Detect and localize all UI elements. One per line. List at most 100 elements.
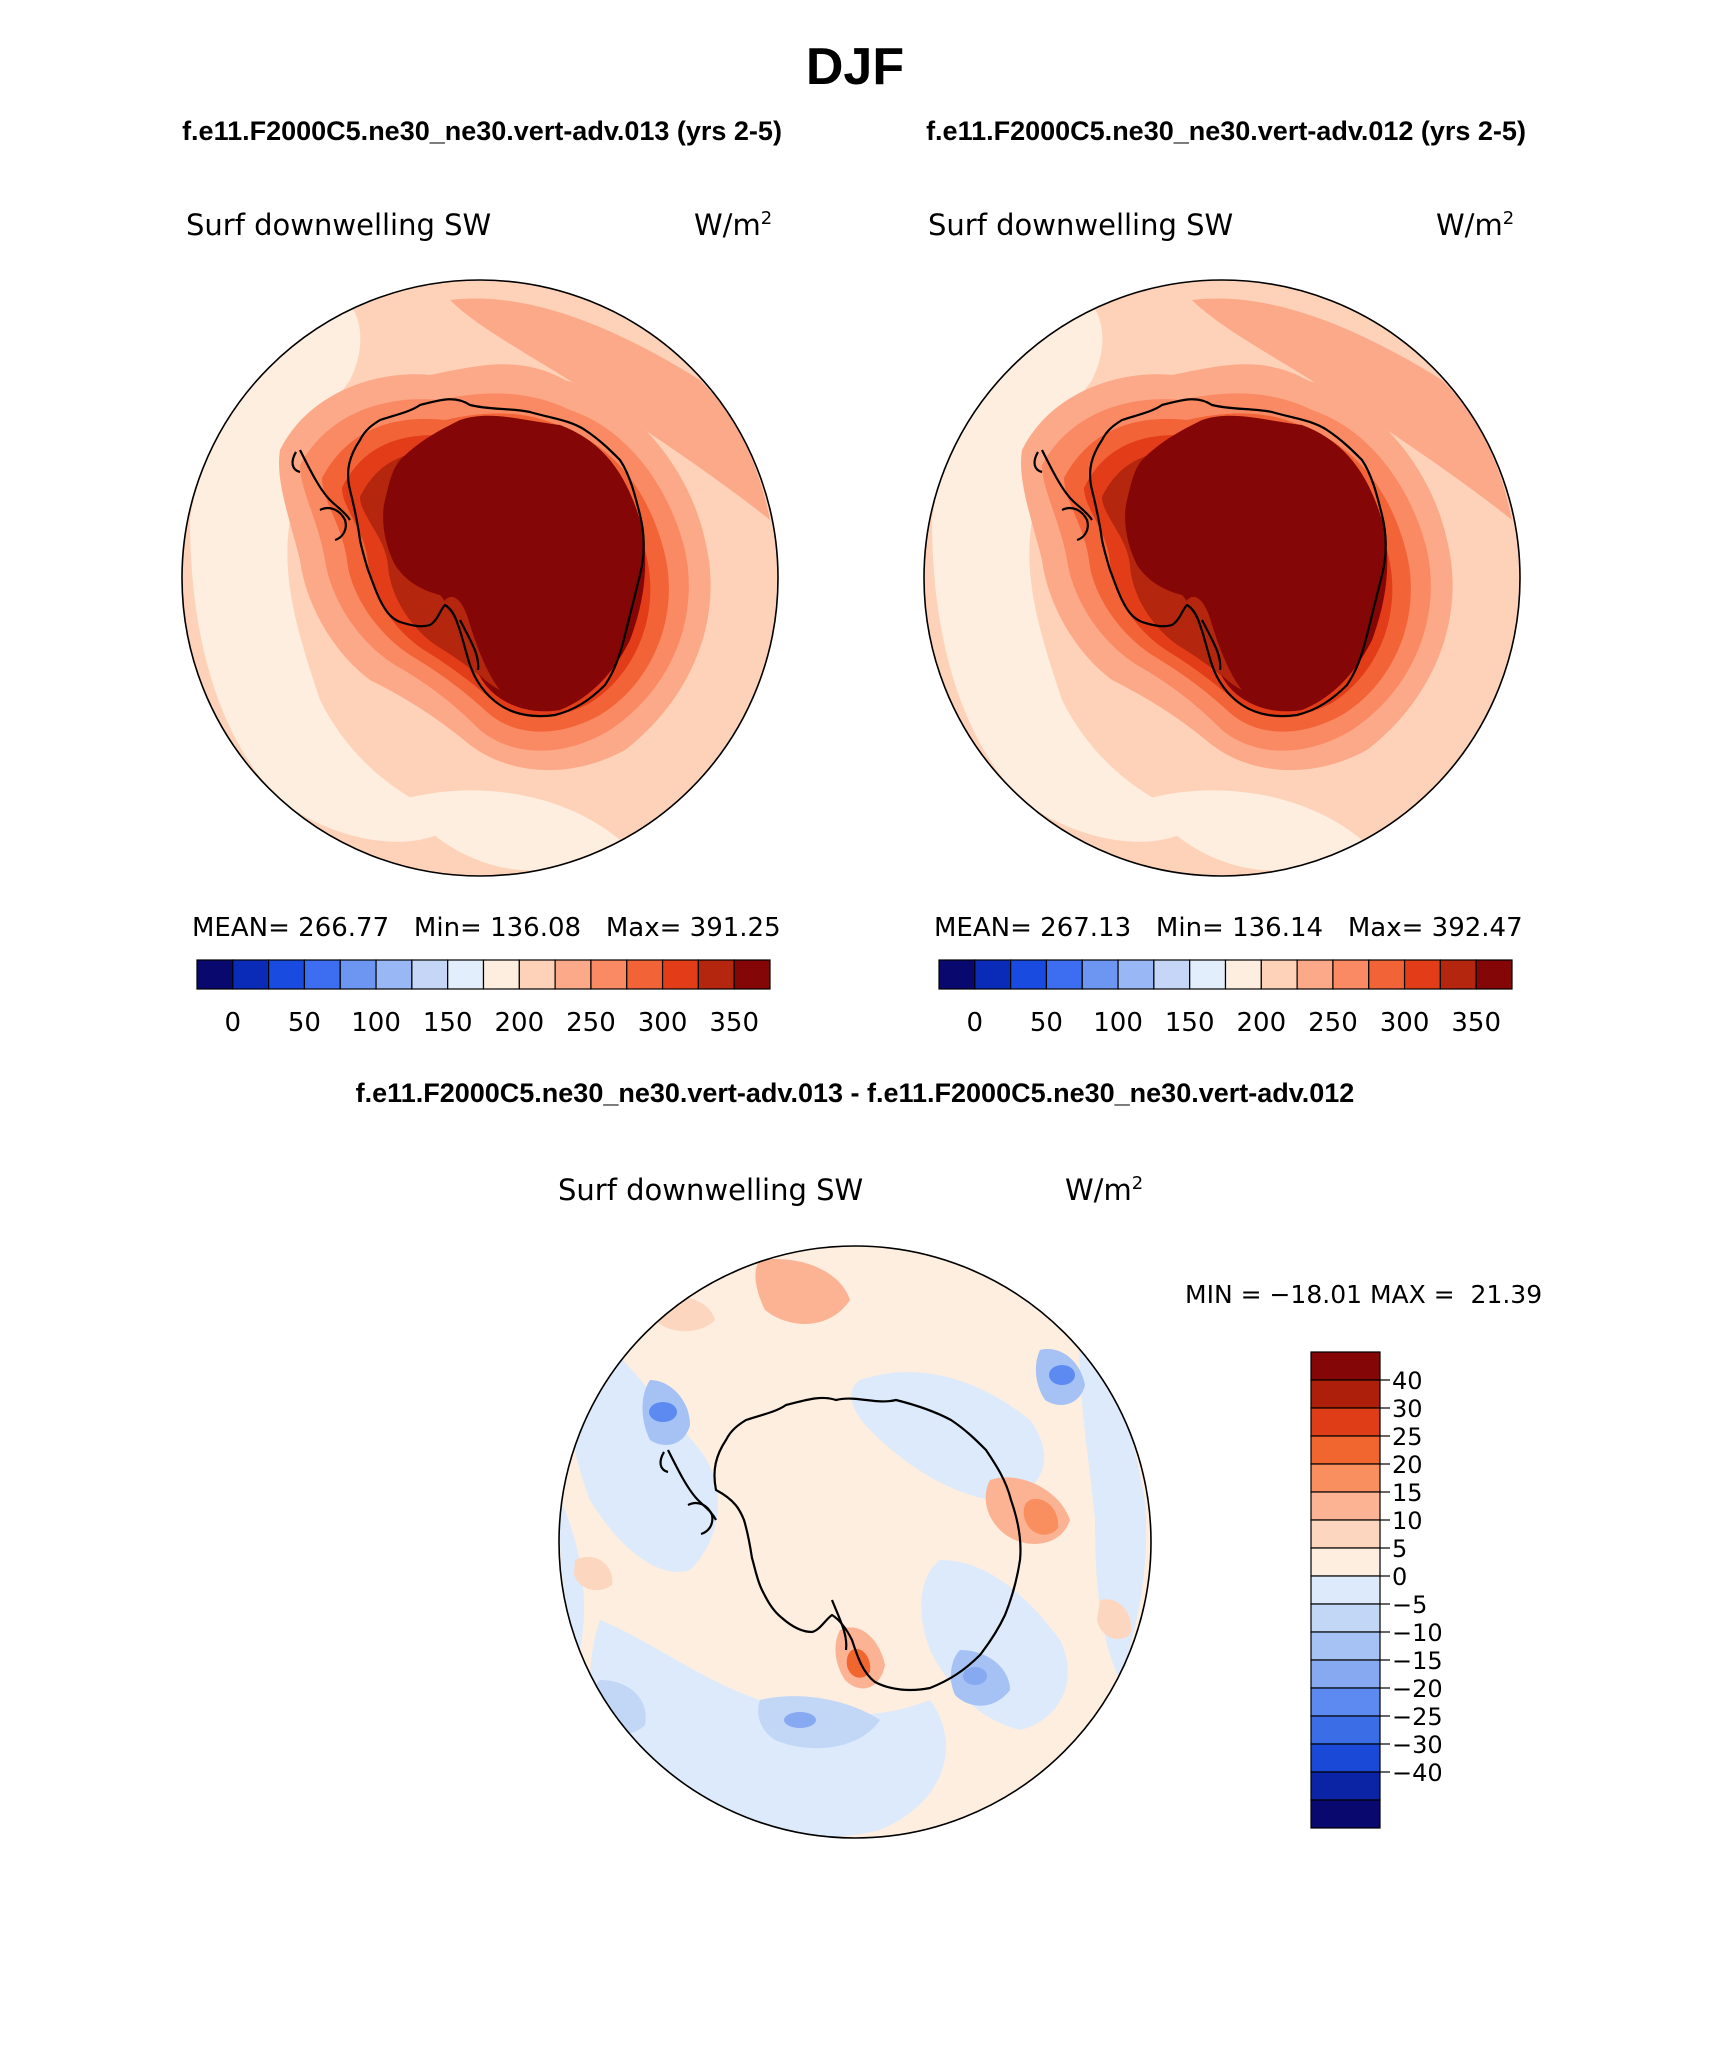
cbar-d-tick-label: 10 (1392, 1507, 1423, 1535)
panel-b-globe-rim (923, 279, 1521, 877)
cbar-a-tick-label: 300 (638, 1008, 688, 1038)
cbar-a-swatch (482, 959, 520, 990)
panel-a-variable: Surf downwelling SW (186, 208, 491, 242)
cbar-d-swatch (1310, 1743, 1381, 1773)
cbar-a-tick-label: 200 (494, 1008, 544, 1038)
cbar-b-swatch (1475, 959, 1513, 990)
cbar-d-tick-label: 25 (1392, 1423, 1423, 1451)
diff-globe-rim (558, 1245, 1152, 1839)
cbar-d-tick-label: −25 (1392, 1703, 1443, 1731)
cbar-b-swatch (1332, 959, 1370, 990)
diff-variable: Surf downwelling SW (558, 1173, 863, 1207)
cbar-d-swatch (1310, 1799, 1381, 1829)
panel-diff: Surf downwelling SW W/m2 MIN = −18.01 MA… (558, 1173, 1542, 1839)
cbar-d-tick-label: 20 (1392, 1451, 1423, 1479)
cbar-b-swatch (1296, 959, 1334, 990)
case-a-title: f.e11.F2000C5.ne30_ne30.vert-adv.013 (yr… (182, 116, 782, 146)
cbar-d-tick-label: 40 (1392, 1367, 1423, 1395)
cbar-d-swatch (1310, 1631, 1381, 1661)
cbar-d-tick-label: 5 (1392, 1535, 1407, 1563)
cbar-d-swatch (1310, 1687, 1381, 1717)
cbar-b-swatch (1010, 959, 1048, 990)
cbar-b-tick-label: 200 (1236, 1008, 1286, 1038)
cbar-b-swatch (1189, 959, 1227, 990)
cbar-d-swatch (1310, 1491, 1381, 1521)
panel-a-globe-rim (181, 279, 779, 877)
cbar-d-swatch (1310, 1771, 1381, 1801)
panel-b-map (924, 280, 1520, 876)
panel-b-stats: MEAN= 267.13 Min= 136.14 Max= 392.47 (934, 913, 1523, 943)
cbar-b-swatch (1081, 959, 1119, 990)
panel-a-colorbar: 0 50 100 150 200 250 300 350 (196, 959, 771, 1038)
cbar-a-swatch (232, 959, 270, 990)
panel-case-a: Surf downwelling SW W/m2 MEA (181, 208, 781, 1038)
cbar-a-swatch (196, 959, 234, 990)
cbar-d-swatch (1310, 1379, 1381, 1409)
cbar-a-swatch (447, 959, 485, 990)
cbar-a-swatch (303, 959, 341, 990)
cbar-d-swatch (1310, 1463, 1381, 1493)
cbar-a-tick-label: 350 (709, 1008, 759, 1038)
cbar-b-swatch (1045, 959, 1083, 990)
cbar-b-tick-label: 300 (1380, 1008, 1430, 1038)
cbar-a-swatch (268, 959, 306, 990)
cbar-d-swatch (1310, 1519, 1381, 1549)
cbar-d-swatch (1310, 1547, 1381, 1577)
cbar-d-tick-label: −40 (1392, 1759, 1443, 1787)
cbar-b-swatch (974, 959, 1012, 990)
cbar-a-swatch (375, 959, 413, 990)
diff-units: W/m2 (1065, 1173, 1143, 1207)
cbar-d-tick-label: 0 (1392, 1563, 1407, 1591)
cbar-b-swatch (1260, 959, 1298, 990)
cbar-a-swatch (590, 959, 628, 990)
cbar-d-swatch (1310, 1435, 1381, 1465)
diff-title: f.e11.F2000C5.ne30_ne30.vert-adv.013 - f… (356, 1078, 1355, 1108)
cbar-d-swatch (1310, 1407, 1381, 1437)
cbar-a-tick-label: 0 (225, 1008, 242, 1038)
cbar-d-tick-label: −5 (1392, 1591, 1427, 1619)
cbar-a-tick-label: 100 (351, 1008, 401, 1038)
cbar-d-swatch (1310, 1659, 1381, 1689)
cbar-a-tick-label: 150 (423, 1008, 473, 1038)
cbar-a-swatch (733, 959, 771, 990)
cbar-b-tick-label: 350 (1451, 1008, 1501, 1038)
cbar-b-tick-label: 50 (1030, 1008, 1063, 1038)
cbar-a-swatch (661, 959, 699, 990)
cbar-d-swatch (1310, 1351, 1381, 1381)
cbar-b-tick-label: 0 (967, 1008, 984, 1038)
cbar-a-swatch (518, 959, 556, 990)
cbar-b-swatch (1368, 959, 1406, 990)
cbar-b-swatch (1403, 959, 1441, 990)
cbar-b-tick-label: 150 (1165, 1008, 1215, 1038)
cbar-d-swatch (1310, 1715, 1381, 1745)
cbar-b-swatch (938, 959, 976, 990)
cbar-b-swatch (1439, 959, 1477, 990)
cbar-d-tick-label: 15 (1392, 1479, 1423, 1507)
panel-case-b: Surf downwelling SW W/m2 MEAN= 267.13 Mi… (923, 208, 1523, 1038)
season-title: DJF (806, 38, 904, 96)
cbar-b-swatch (1153, 959, 1191, 990)
cbar-b-swatch (1117, 959, 1155, 990)
cbar-a-tick-label: 250 (566, 1008, 616, 1038)
cbar-a-swatch (697, 959, 735, 990)
cbar-a-swatch (339, 959, 377, 990)
case-b-title: f.e11.F2000C5.ne30_ne30.vert-adv.012 (yr… (926, 116, 1526, 146)
panel-b-units: W/m2 (1436, 208, 1514, 242)
panel-a-units: W/m2 (694, 208, 772, 242)
panel-a-map (182, 280, 778, 876)
panel-b-colorbar: 0 50 100 150 200 250 300 350 (938, 959, 1513, 1038)
panel-b-variable: Surf downwelling SW (928, 208, 1233, 242)
cbar-b-tick-label: 250 (1308, 1008, 1358, 1038)
panel-a-stats: MEAN= 266.77 Min= 136.08 Max= 391.25 (192, 913, 781, 943)
cbar-a-swatch (411, 959, 449, 990)
cbar-b-swatch (1224, 959, 1262, 990)
cbar-d-swatch (1310, 1575, 1381, 1605)
cbar-d-tick-label: −15 (1392, 1647, 1443, 1675)
cbar-a-tick-label: 50 (288, 1008, 321, 1038)
cbar-d-tick-label: −30 (1392, 1731, 1443, 1759)
cbar-d-tick-label: −10 (1392, 1619, 1443, 1647)
cbar-a-swatch (554, 959, 592, 990)
cbar-d-tick-label: −20 (1392, 1675, 1443, 1703)
